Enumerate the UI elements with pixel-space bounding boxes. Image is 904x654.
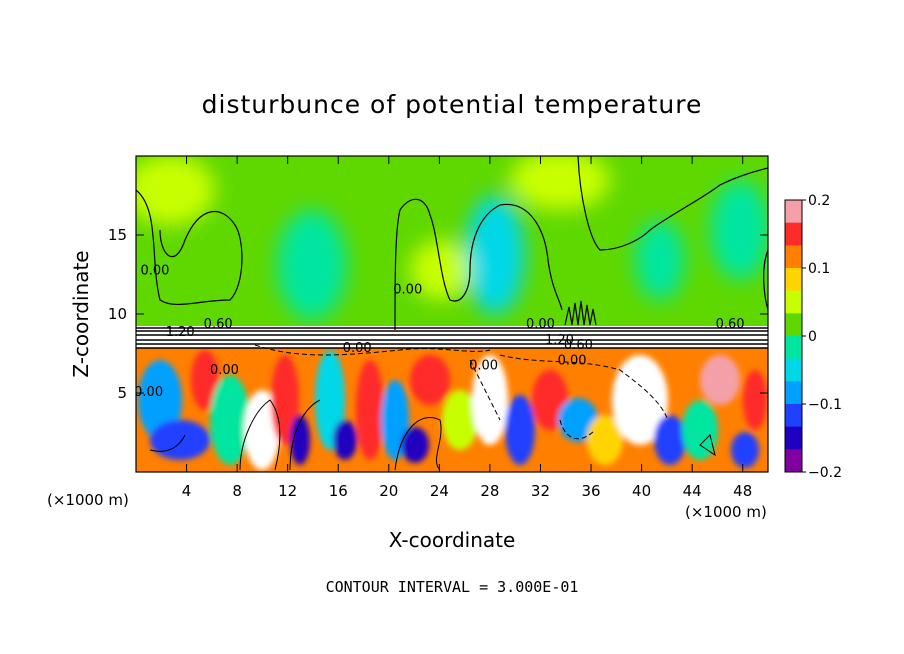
x-tick-label: 48: [733, 482, 752, 500]
contour-label: 0.60: [204, 317, 233, 332]
colorbar-segment: [785, 268, 802, 292]
contour-label: 0.60: [716, 317, 745, 332]
lower-contours: [149, 399, 716, 471]
y-axis-label: Z-coordinate: [69, 250, 93, 377]
contour-label: 0.00: [469, 358, 498, 373]
x-tick-label: 4: [182, 482, 192, 500]
x-axis-ticks: 4 8 12 16 20 24 28 32 36 40 44 48: [182, 156, 752, 500]
colorbar-segment: [785, 381, 802, 405]
x-unit-right: (×1000 m): [685, 503, 767, 521]
contour-label: 0.00: [343, 341, 372, 356]
inversion-contours: [136, 327, 768, 349]
contour-label: 0.00: [134, 385, 163, 400]
contour-label: 0.00: [526, 317, 555, 332]
colorbar-tick-label: 0.2: [808, 193, 830, 209]
x-unit-left: (×1000 m): [47, 491, 129, 509]
colorbar-segment: [785, 245, 802, 269]
x-tick-label: 12: [278, 482, 297, 500]
contour-lines: [136, 156, 768, 331]
contour-label: 0.00: [210, 363, 239, 378]
colorbar-segment: [785, 222, 802, 246]
chart-title: disturbunce of potential temperature: [202, 90, 703, 119]
colorbar-segment: [785, 404, 802, 428]
negative-contours: [254, 344, 669, 440]
x-tick-label: 44: [683, 482, 702, 500]
y-tick-label: 15: [108, 226, 127, 244]
x-tick-label: 28: [480, 482, 499, 500]
contour-interval-note: CONTOUR INTERVAL = 3.000E-01: [326, 578, 579, 596]
colorbar-segment: [785, 200, 802, 224]
x-tick-label: 40: [632, 482, 651, 500]
colorbar-segment: [785, 426, 802, 450]
colorbar-segment: [785, 336, 802, 360]
x-tick-label: 36: [581, 482, 600, 500]
x-tick-label: 24: [430, 482, 449, 500]
x-axis-label: X-coordinate: [389, 528, 516, 552]
y-axis-ticks: 5 10 15: [108, 226, 768, 402]
contour-label: 0.00: [393, 282, 422, 297]
x-tick-label: 8: [232, 482, 242, 500]
heatmap-field: 0.000.000.601.200.000.000.000.000.001.20…: [134, 156, 768, 472]
contour-labels: 0.000.000.601.200.000.000.000.000.001.20…: [134, 264, 745, 401]
contour-label: 0.60: [564, 338, 593, 353]
x-tick-label: 16: [329, 482, 348, 500]
x-tick-label: 32: [531, 482, 550, 500]
contour-label: 1.20: [545, 333, 574, 348]
colorbar-tick-label: −0.2: [808, 465, 842, 481]
y-tick-label: 5: [117, 384, 127, 402]
colorbar-segment: [785, 290, 802, 314]
colorbar-segment: [785, 449, 802, 473]
colorbar-segment: [785, 313, 802, 337]
colorbar-tick-label: 0.1: [808, 261, 830, 277]
contour-label: 0.00: [140, 264, 169, 279]
contour-label: 0.00: [558, 354, 587, 369]
colorbar: 0.2 0.1 0 −0.1 −0.2: [784, 193, 842, 481]
contour-label: 1.20: [166, 325, 195, 340]
colorbar-tick-label: −0.1: [808, 397, 842, 413]
lower-layer-blobs: [138, 350, 767, 470]
colorbar-segment: [785, 358, 802, 382]
colorbar-tick-label: 0: [808, 329, 817, 345]
y-tick-label: 10: [108, 305, 127, 323]
x-tick-label: 20: [379, 482, 398, 500]
